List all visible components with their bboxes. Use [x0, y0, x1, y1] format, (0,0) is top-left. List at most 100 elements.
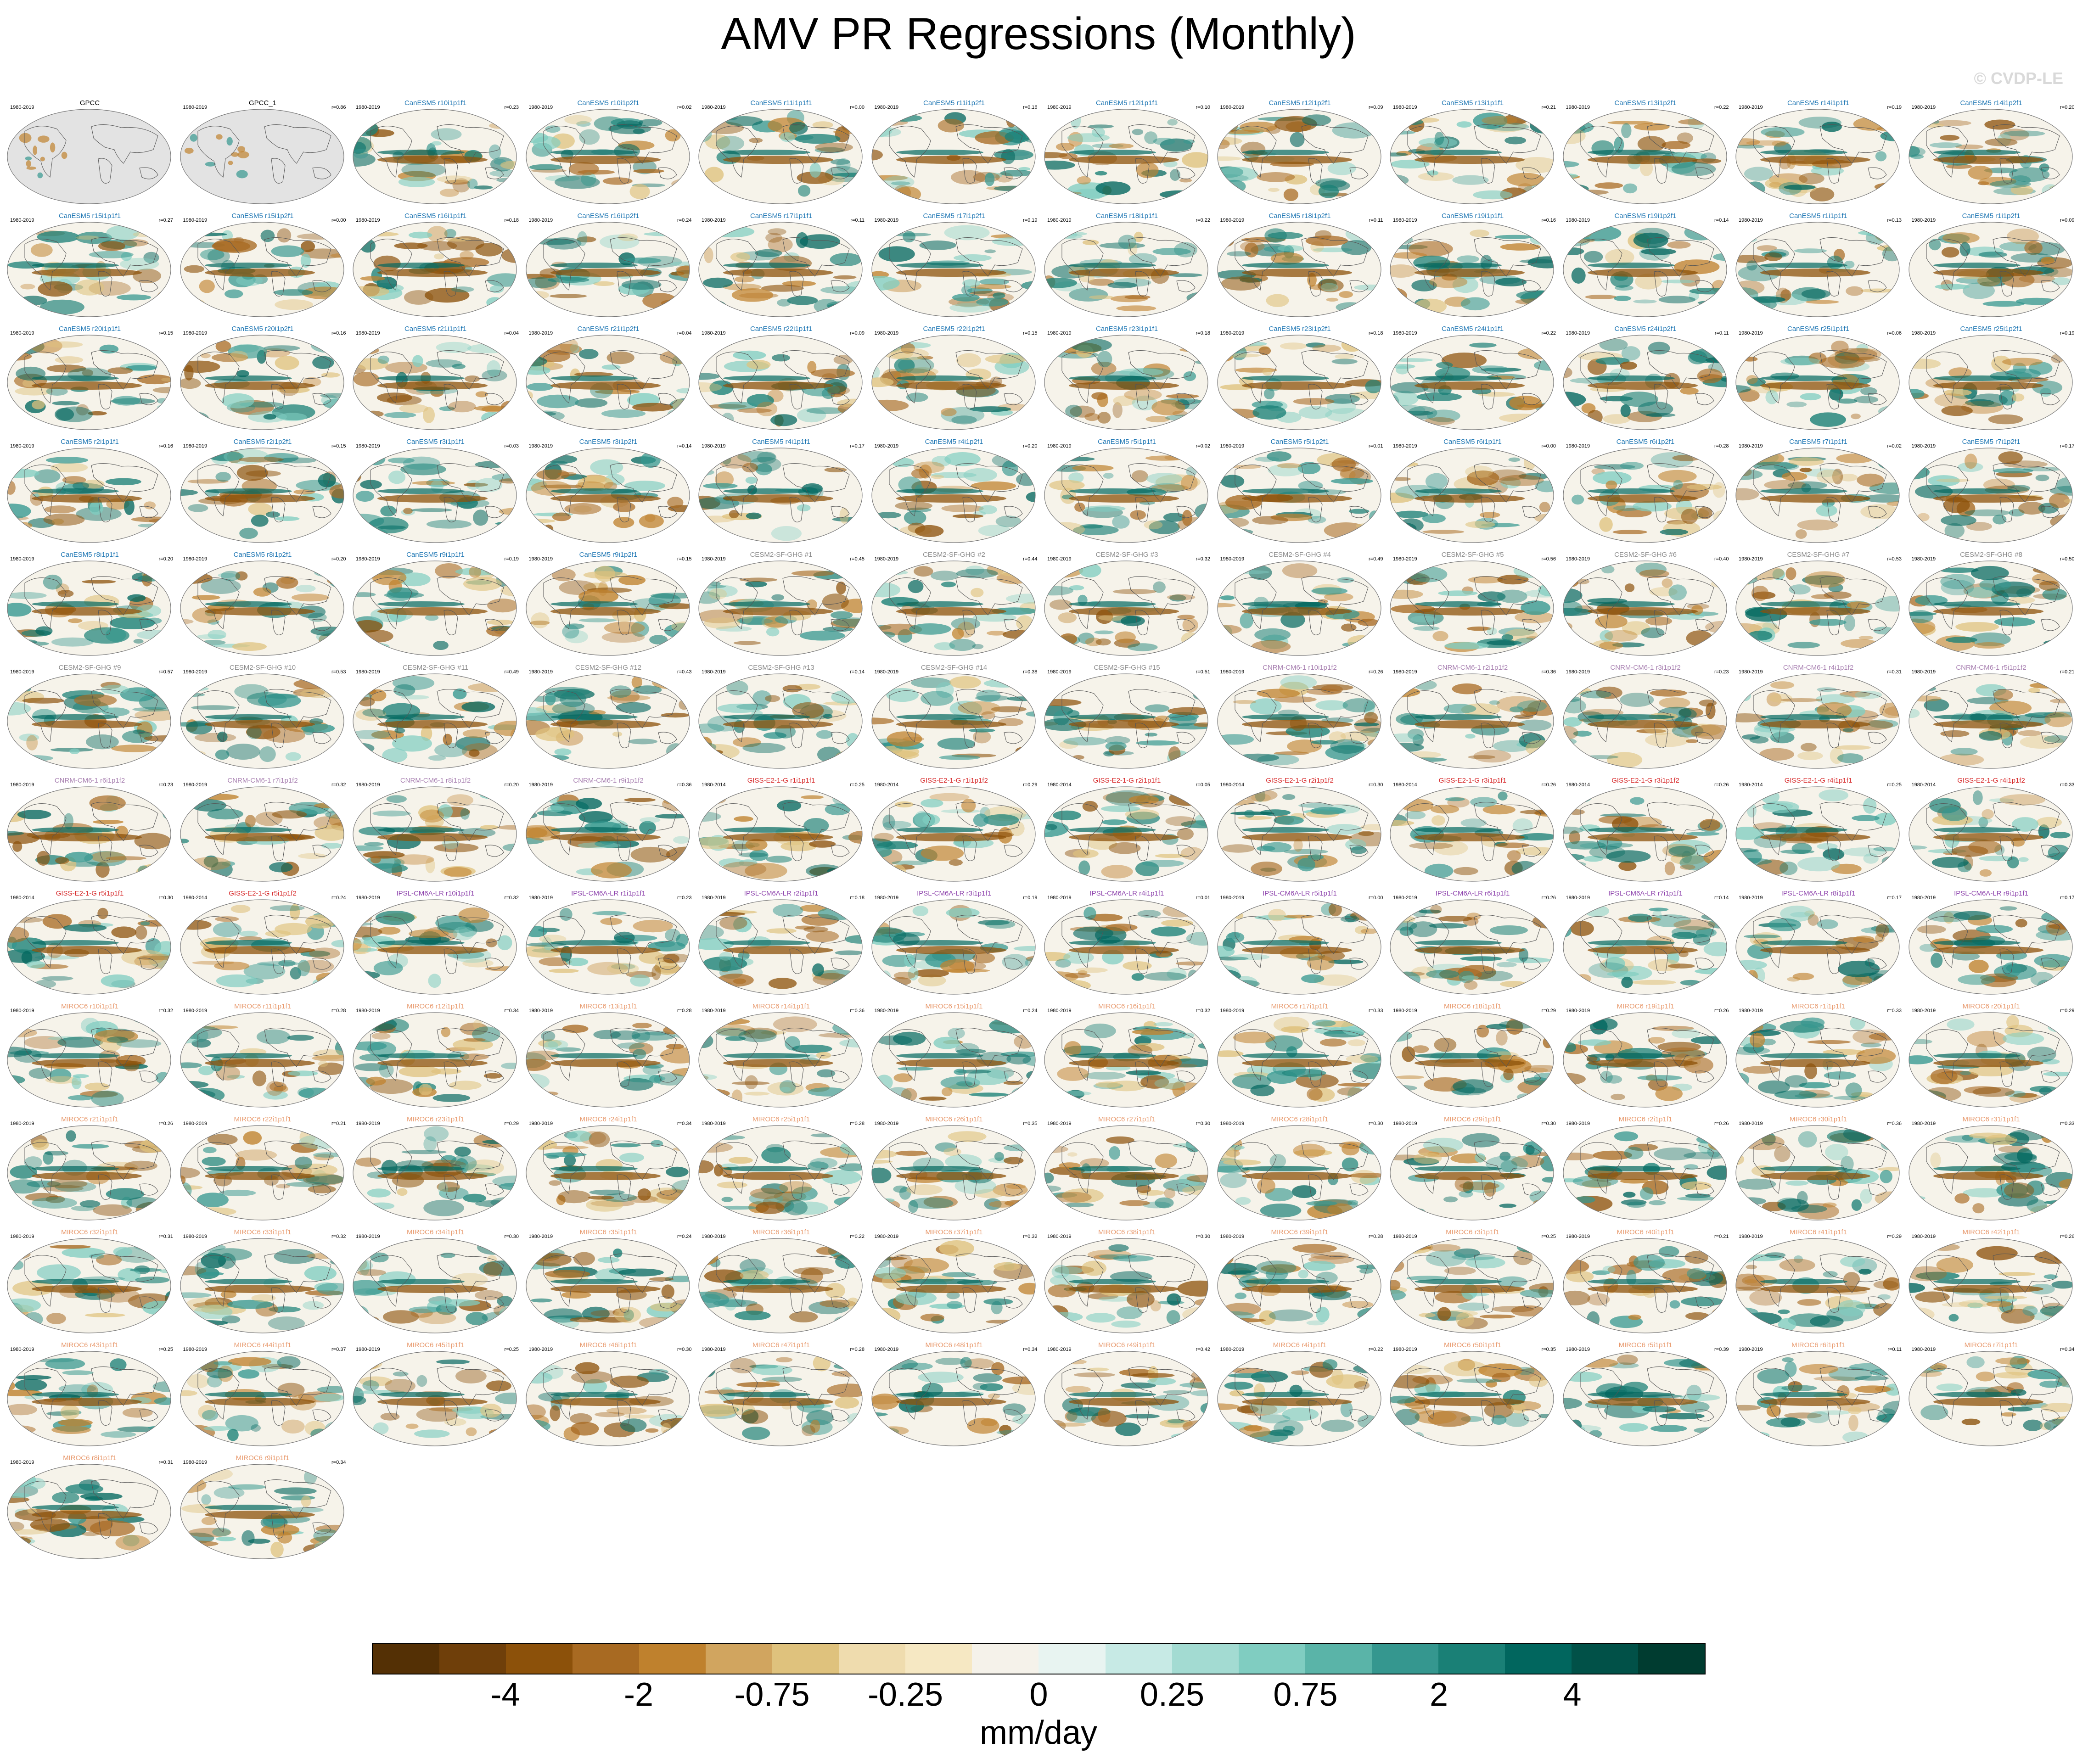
panel-title: MIROC6 r14i1p1f1 — [752, 1002, 810, 1010]
panel-title: CESM2-SF-GHG #11 — [402, 664, 469, 672]
regression-map — [1908, 1012, 2073, 1108]
panel-correlation: r=0.15 — [1023, 330, 1038, 336]
map-panel: MIROC6 r7i1p1f1 1980-2019 r=0.34 — [1905, 1338, 2077, 1452]
panel-correlation: r=0.10 — [1196, 105, 1211, 110]
panel-title: CanESM5 r10i1p2f1 — [577, 99, 640, 107]
panel-period: 1980-2019 — [10, 330, 34, 336]
map-panel: CNRM-CM6-1 r5i1p1f2 1980-2019 r=0.21 — [1905, 661, 2077, 775]
colorbar-tick-label: 0 — [1029, 1676, 1048, 1713]
regression-map — [1217, 1125, 1381, 1221]
panel-correlation: r=0.34 — [1023, 1347, 1038, 1352]
regression-map — [1044, 109, 1208, 204]
colorbar-swatch — [706, 1644, 773, 1674]
regression-map — [180, 786, 344, 882]
map-panel: CESM2-SF-GHG #2 1980-2019 r=0.44 — [868, 548, 1040, 662]
panel-period: 1980-2019 — [1393, 330, 1417, 336]
map-panel: MIROC6 r44i1p1f1 1980-2019 r=0.37 — [177, 1338, 349, 1452]
regression-map — [698, 786, 863, 882]
regression-map — [1390, 222, 1554, 317]
panel-title: GISS-E2-1-G r1i1p1f1 — [747, 777, 815, 784]
panel-period: 1980-2019 — [1566, 556, 1590, 562]
panel-period: 1980-2019 — [183, 669, 208, 675]
panel-title: GISS-E2-1-G r3i1p1f2 — [1611, 777, 1679, 784]
panel-period: 1980-2019 — [702, 556, 726, 562]
regression-map — [525, 222, 690, 317]
regression-map — [1908, 1351, 2073, 1446]
regression-map — [7, 335, 171, 430]
map-panel: MIROC6 r9i1p1f1 1980-2019 r=0.34 — [177, 1451, 349, 1565]
panel-correlation: r=0.01 — [1369, 443, 1383, 449]
panel-title: CESM2-SF-GHG #10 — [229, 664, 296, 672]
map-panel: CanESM5 r3i1p2f1 1980-2019 r=0.14 — [522, 435, 695, 549]
panel-correlation: r=0.35 — [1541, 1347, 1556, 1352]
panel-title: MIROC6 r28i1p1f1 — [1271, 1115, 1329, 1123]
regression-map — [353, 899, 517, 995]
panel-period: 1980-2019 — [1739, 330, 1763, 336]
panel-period: 1980-2019 — [356, 1008, 380, 1014]
panel-correlation: r=0.03 — [504, 443, 519, 449]
regression-map — [7, 1351, 171, 1446]
panel-period: 1980-2019 — [1739, 218, 1763, 223]
regression-map — [1217, 1238, 1381, 1333]
panel-correlation: r=0.25 — [1541, 1234, 1556, 1239]
panel-period: 1980-2019 — [702, 1347, 726, 1352]
map-panel: CanESM5 r12i1p1f1 1980-2019 r=0.10 — [1041, 96, 1213, 210]
panel-period: 1980-2014 — [702, 782, 726, 788]
map-panel: MIROC6 r38i1p1f1 1980-2019 r=0.30 — [1041, 1226, 1213, 1339]
map-panel: MIROC6 r39i1p1f1 1980-2019 r=0.28 — [1214, 1226, 1386, 1339]
panel-correlation: r=0.30 — [1541, 1121, 1556, 1126]
panel-correlation: r=0.33 — [1887, 1008, 1902, 1014]
map-panel: IPSL-CM6A-LR r6i1p1f1 1980-2019 r=0.26 — [1387, 887, 1559, 1001]
map-panel: CanESM5 r16i1p1f1 1980-2019 r=0.18 — [349, 209, 522, 323]
panel-title: CanESM5 r23i1p1f1 — [1095, 325, 1158, 333]
colorbar-swatch — [772, 1644, 839, 1674]
panel-title: CanESM5 r11i1p1f1 — [750, 99, 812, 107]
panel-correlation: r=0.34 — [331, 1460, 346, 1465]
panel-title: CESM2-SF-GHG #12 — [575, 664, 642, 672]
regression-map — [1562, 222, 1727, 317]
panel-correlation: r=0.02 — [677, 105, 692, 110]
map-panel: CanESM5 r2i1p2f1 1980-2019 r=0.15 — [177, 435, 349, 549]
panel-period: 1980-2019 — [10, 105, 34, 110]
colorbar-swatch — [972, 1644, 1039, 1674]
map-panel: MIROC6 r37i1p1f1 1980-2019 r=0.32 — [868, 1226, 1040, 1339]
map-panel: CNRM-CM6-1 r8i1p1f2 1980-2019 r=0.20 — [349, 774, 522, 888]
panel-title: MIROC6 r26i1p1f1 — [925, 1115, 983, 1123]
panel-correlation: r=0.33 — [1369, 1008, 1383, 1014]
panel-correlation: r=0.00 — [850, 105, 865, 110]
panel-correlation: r=0.23 — [158, 782, 174, 788]
regression-map — [1390, 1351, 1554, 1446]
panel-title: CanESM5 r20i1p1f1 — [58, 325, 121, 333]
panel-period: 1980-2019 — [1393, 1121, 1417, 1126]
panel-title: CNRM-CM6-1 r9i1p1f2 — [573, 777, 644, 784]
panel-period: 1980-2019 — [702, 330, 726, 336]
regression-map — [1735, 109, 1900, 204]
regression-map — [1217, 109, 1381, 204]
panel-title: CESM2-SF-GHG #6 — [1614, 551, 1677, 559]
regression-map — [180, 673, 344, 769]
panel-title: CanESM5 r8i1p2f1 — [233, 551, 292, 559]
panel-period: 1980-2019 — [183, 1008, 208, 1014]
regression-map — [1735, 673, 1900, 769]
map-panel: MIROC6 r40i1p1f1 1980-2019 r=0.21 — [1560, 1226, 1732, 1339]
regression-map — [180, 109, 344, 204]
regression-map — [525, 448, 690, 543]
regression-map — [353, 1238, 517, 1333]
map-panel: CanESM5 r8i1p2f1 1980-2019 r=0.20 — [177, 548, 349, 662]
map-panel: CanESM5 r15i1p2f1 1980-2019 r=0.00 — [177, 209, 349, 323]
copyright-watermark: © CVDP-LE — [1974, 69, 2063, 88]
panel-period: 1980-2014 — [1393, 782, 1417, 788]
panel-title: GPCC — [79, 99, 100, 107]
map-panel: CanESM5 r5i1p2f1 1980-2019 r=0.01 — [1214, 435, 1386, 549]
panel-correlation: r=0.18 — [1369, 330, 1383, 336]
regression-map — [1390, 109, 1554, 204]
regression-map — [7, 899, 171, 995]
panel-period: 1980-2019 — [1047, 556, 1072, 562]
panel-period: 1980-2019 — [10, 1347, 34, 1352]
map-panel: CanESM5 r16i1p2f1 1980-2019 r=0.24 — [522, 209, 695, 323]
map-panel: CESM2-SF-GHG #5 1980-2019 r=0.56 — [1387, 548, 1559, 662]
regression-map — [698, 673, 863, 769]
panel-period: 1980-2019 — [1047, 1347, 1072, 1352]
map-panel: CanESM5 r1i1p1f1 1980-2019 r=0.13 — [1732, 209, 1904, 323]
regression-map — [1217, 673, 1381, 769]
